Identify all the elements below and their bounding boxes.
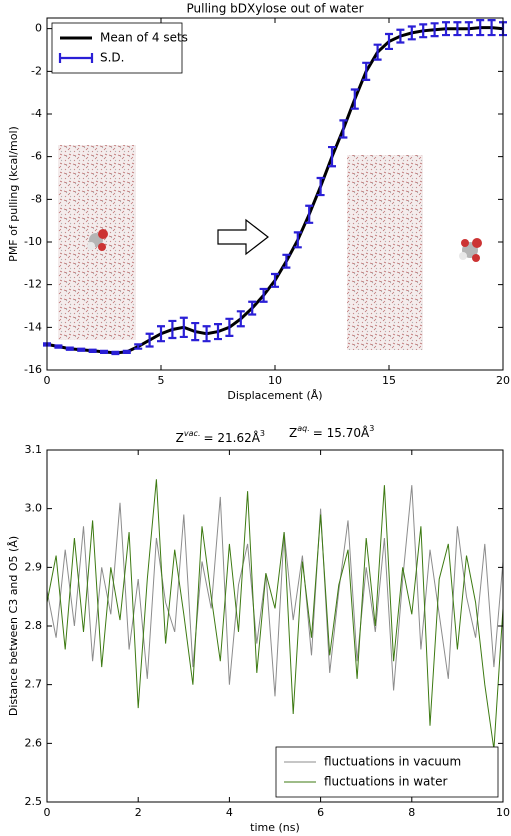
y-tick-label: 0 — [35, 22, 42, 35]
y-tick-label: 2.5 — [25, 795, 43, 808]
error-bar — [236, 310, 245, 328]
legend-label: fluctuations in water — [324, 775, 447, 789]
error-bar — [100, 349, 108, 355]
y-tick-label: -6 — [31, 150, 42, 163]
error-bar — [339, 119, 348, 139]
y-tick-label: -12 — [24, 278, 42, 291]
error-bar — [157, 325, 165, 343]
y-tick-label: -4 — [31, 107, 42, 120]
y-axis-label: Distance between C3 and O5 (Å) — [7, 536, 20, 716]
annotation: Zvac. = 21.62Å3 Zaq. = 15.70Å3 — [176, 424, 375, 445]
legend-box — [275, 746, 499, 798]
error-bar — [282, 253, 291, 269]
error-bar — [385, 32, 393, 51]
x-tick-label: 10 — [496, 806, 510, 819]
error-bar — [350, 88, 359, 110]
molecule-left — [87, 229, 108, 251]
y-tick-label: 2.9 — [25, 560, 43, 573]
error-bar — [191, 321, 200, 342]
annotation-symbol: Z — [176, 431, 184, 445]
annotation-superscript: aq. — [297, 424, 310, 433]
x-tick-label: 5 — [158, 374, 165, 387]
error-bar — [453, 21, 462, 37]
x-tick-label: 4 — [226, 806, 233, 819]
error-bar — [396, 28, 405, 44]
error-bar — [328, 145, 336, 168]
error-bar — [259, 287, 268, 303]
error-bar — [464, 21, 473, 37]
annotation-unit-superscript: 3 — [260, 429, 265, 438]
x-tick-label: 6 — [317, 806, 324, 819]
error-bar — [487, 19, 496, 37]
chart-title: Pulling bDXylose out of water — [186, 2, 363, 16]
molecule-right — [459, 238, 482, 262]
error-bar — [362, 61, 371, 81]
error-bar — [77, 347, 86, 352]
error-bar — [430, 22, 439, 38]
y-tick-label: -8 — [31, 192, 42, 205]
error-bar — [111, 350, 120, 356]
insets — [58, 145, 482, 350]
y-tick-label: -2 — [31, 64, 42, 77]
y-tick-label: 3.1 — [25, 443, 43, 456]
error-bar — [373, 43, 382, 61]
error-bar — [476, 19, 485, 37]
error-bar — [305, 204, 314, 224]
y-tick-label: -10 — [24, 235, 42, 248]
error-bar — [407, 25, 416, 41]
series-line — [46, 485, 504, 697]
x-tick-label: 10 — [268, 374, 282, 387]
error-bar — [419, 23, 428, 39]
x-tick-label: 15 — [382, 374, 396, 387]
y-tick-label: -14 — [24, 320, 42, 333]
water-box-right — [347, 155, 423, 350]
error-bar — [248, 300, 257, 316]
y-axis-label: PMF of pulling (kcal/mol) — [7, 126, 20, 262]
x-axis-label: time (ns) — [250, 821, 300, 834]
legend-label: Mean of 4 sets — [100, 31, 188, 45]
legend-label: S.D. — [100, 51, 125, 65]
error-bar — [202, 325, 211, 343]
y-tick-label: 2.7 — [25, 678, 43, 691]
error-bar — [168, 319, 177, 340]
y-tick-label: 3.0 — [25, 502, 43, 515]
error-bar — [88, 348, 97, 353]
series-line — [46, 479, 504, 750]
error-bar — [442, 21, 450, 37]
y-tick-label: -16 — [24, 363, 42, 376]
error-bar — [225, 317, 234, 337]
legend-swatch — [58, 53, 94, 63]
annotation-text: = 15.70Å — [313, 425, 370, 440]
error-bar — [134, 343, 143, 350]
annotation-symbol: Z — [289, 426, 297, 440]
error-bar — [271, 272, 279, 288]
legend-label: fluctuations in vacuum — [324, 755, 461, 769]
error-bar — [316, 176, 325, 197]
x-axis-label: Displacement (Å) — [227, 389, 322, 402]
y-tick-label: 2.8 — [25, 619, 43, 632]
arrow — [217, 218, 269, 256]
error-bar — [179, 316, 188, 339]
error-bar — [65, 346, 74, 351]
error-bar — [293, 231, 302, 249]
annotation-superscript: vac. — [184, 429, 201, 438]
y-tick-label: 2.6 — [25, 736, 43, 749]
annotation-text: = 21.62Å — [203, 430, 260, 445]
error-bar — [145, 332, 154, 348]
error-bar — [122, 349, 131, 355]
legend-box — [51, 22, 183, 74]
x-tick-label: 2 — [135, 806, 142, 819]
annotation-unit-superscript: 3 — [369, 424, 374, 433]
x-tick-label: 8 — [408, 806, 415, 819]
error-bar — [214, 323, 222, 341]
error-bar — [54, 344, 63, 349]
x-tick-label: 0 — [44, 806, 51, 819]
x-tick-label: 0 — [44, 374, 51, 387]
x-tick-label: 20 — [496, 374, 510, 387]
